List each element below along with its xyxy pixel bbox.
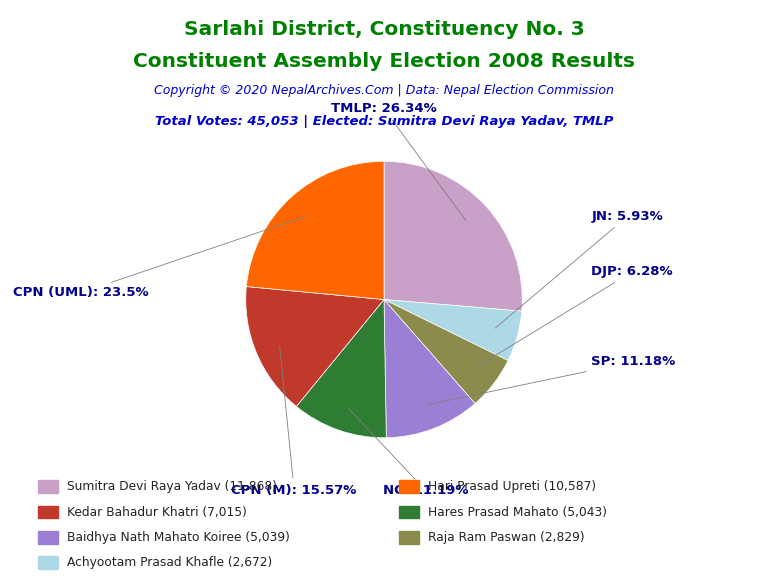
Text: Constituent Assembly Election 2008 Results: Constituent Assembly Election 2008 Resul… [133, 52, 635, 71]
Text: DJP: 6.28%: DJP: 6.28% [476, 266, 673, 367]
Text: Total Votes: 45,053 | Elected: Sumitra Devi Raya Yadav, TMLP: Total Votes: 45,053 | Elected: Sumitra D… [155, 115, 613, 128]
Text: Sarlahi District, Constituency No. 3: Sarlahi District, Constituency No. 3 [184, 20, 584, 39]
Wedge shape [296, 300, 386, 438]
Wedge shape [384, 300, 508, 404]
Wedge shape [384, 300, 521, 361]
Text: Hari Prasad Upreti (10,587): Hari Prasad Upreti (10,587) [428, 480, 596, 493]
Text: Achyootam Prasad Khafle (2,672): Achyootam Prasad Khafle (2,672) [67, 556, 272, 569]
Text: Sumitra Devi Raya Yadav (11,868): Sumitra Devi Raya Yadav (11,868) [67, 480, 276, 493]
Text: Baidhya Nath Mahato Koiree (5,039): Baidhya Nath Mahato Koiree (5,039) [67, 531, 290, 544]
Text: SP: 11.18%: SP: 11.18% [428, 355, 676, 405]
Wedge shape [247, 161, 384, 300]
Text: CPN (M): 15.57%: CPN (M): 15.57% [231, 346, 357, 497]
Text: JN: 5.93%: JN: 5.93% [495, 210, 663, 328]
Wedge shape [384, 161, 522, 311]
Text: Kedar Bahadur Khatri (7,015): Kedar Bahadur Khatri (7,015) [67, 506, 247, 518]
Wedge shape [384, 300, 475, 438]
Text: Hares Prasad Mahato (5,043): Hares Prasad Mahato (5,043) [428, 506, 607, 518]
Text: CPN (UML): 23.5%: CPN (UML): 23.5% [13, 217, 305, 299]
Text: TMLP: 26.34%: TMLP: 26.34% [331, 103, 466, 221]
Text: Copyright © 2020 NepalArchives.Com | Data: Nepal Election Commission: Copyright © 2020 NepalArchives.Com | Dat… [154, 84, 614, 97]
Wedge shape [246, 286, 384, 407]
Text: NC: 11.19%: NC: 11.19% [349, 408, 468, 497]
Text: Raja Ram Paswan (2,829): Raja Ram Paswan (2,829) [428, 531, 584, 544]
